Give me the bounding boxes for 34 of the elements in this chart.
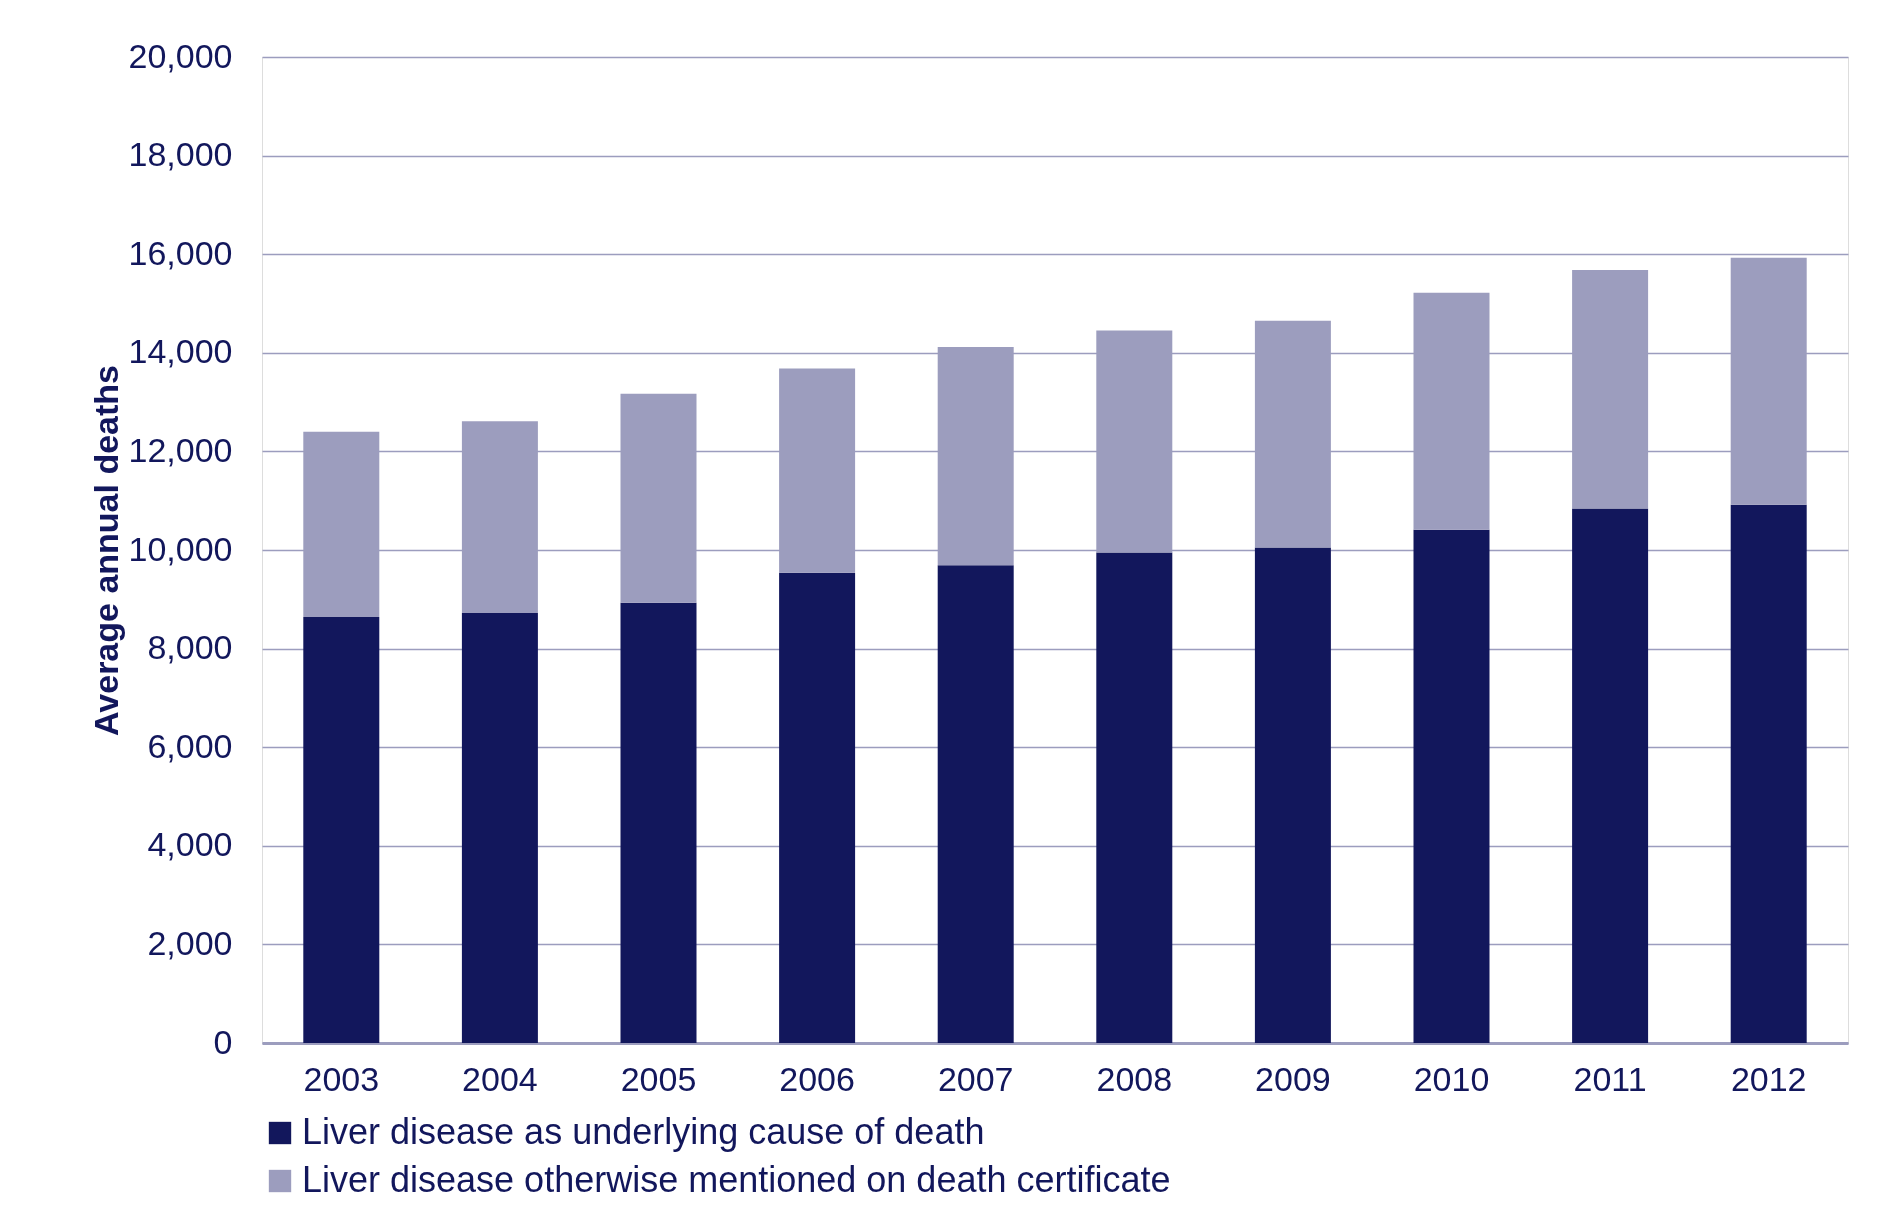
legend-label: Liver disease as underlying cause of death — [302, 1111, 985, 1152]
y-tick-label: 8,000 — [147, 628, 233, 667]
bar — [620, 602, 697, 1043]
bar — [303, 617, 380, 1043]
x-tick-label: 2004 — [462, 1059, 538, 1098]
bar — [779, 572, 856, 1043]
bar — [1413, 529, 1490, 1043]
x-tick-label: 2005 — [620, 1059, 697, 1098]
y-tick-label: 14,000 — [128, 332, 233, 371]
y-axis-title: Average annual deaths — [86, 365, 125, 736]
y-tick-label: 20,000 — [128, 36, 233, 75]
x-tick-label: 2003 — [303, 1059, 380, 1098]
y-tick-label: 18,000 — [128, 135, 233, 174]
x-tick-label: 2007 — [937, 1059, 1014, 1098]
y-tick-label: 10,000 — [128, 529, 233, 568]
legend-label: Liver disease otherwise mentioned on death certificate — [302, 1159, 1171, 1200]
x-tick-label: 2011 — [1573, 1059, 1647, 1098]
x-tick-label: 2012 — [1730, 1059, 1807, 1098]
x-tick-label: 2008 — [1096, 1059, 1173, 1098]
y-tick-label: 16,000 — [128, 233, 233, 272]
bar — [1254, 547, 1331, 1043]
bar — [937, 565, 1014, 1043]
x-tick-label: 2006 — [779, 1059, 855, 1098]
bar — [1730, 504, 1807, 1043]
y-tick-label: 4,000 — [147, 825, 233, 864]
bar — [461, 613, 538, 1043]
y-tick-label: 0 — [213, 1022, 233, 1061]
y-tick-label: 6,000 — [147, 726, 233, 765]
x-tick-label: 2009 — [1255, 1059, 1331, 1098]
y-tick-label: 2,000 — [147, 923, 233, 962]
y-tick-label: 12,000 — [128, 430, 233, 469]
bar — [1572, 508, 1649, 1043]
bar — [1096, 552, 1173, 1043]
x-tick-label: 2010 — [1413, 1059, 1490, 1098]
